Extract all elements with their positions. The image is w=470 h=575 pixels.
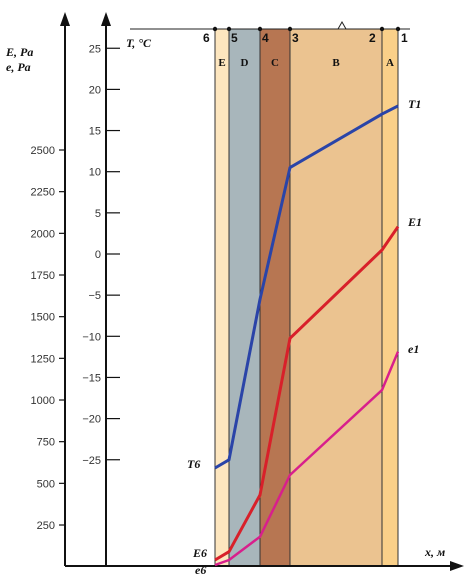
layer-c-label: C [271,57,279,69]
pressure-tick-label: 2250 [31,187,55,199]
layer-e-label: E [218,57,225,69]
temperature-tick-label: 15 [89,126,101,138]
pressure-axis-title-line2: e, Pa [6,60,31,74]
saturation-pressure-curve [214,225,400,562]
layer-a-label: A [386,57,394,69]
temperature-tick-label: −5 [88,290,101,302]
pressure-tick-label: 1250 [31,353,55,365]
boundary-number-5: 5 [231,31,238,45]
curve-label-t1: T1 [408,97,421,111]
boundary-number-6: 6 [203,31,210,45]
temperature-tick-label: −10 [82,331,101,343]
boundary-number-2: 2 [369,31,376,45]
temperature-tick-label: −20 [82,414,101,426]
curve-label-e6-saturation: E6 [192,546,207,560]
temperature-tick-label: 10 [89,167,101,179]
pressure-axis-title-line1: E, Pa [5,45,33,59]
vapour-pressure-curve [214,351,400,567]
pressure-tick-label: 1500 [31,312,55,324]
pressure-tick-label: 2500 [31,145,55,157]
temperature-curve [214,104,399,470]
top-boundary-line [130,20,410,30]
temperature-tick-label: −25 [82,455,101,467]
layer-d-band [228,28,261,567]
temperature-tick-label: 25 [89,43,101,55]
layer-b-band [289,28,383,567]
curve-label-e1-saturation: E1 [407,215,422,229]
pressure-tick-label: 1750 [31,270,55,282]
pressure-axis-arrow [60,12,70,26]
pressure-tick-label: 500 [37,478,55,490]
curve-label-e1-vapour: e1 [408,342,419,356]
temperature-tick-label: 20 [89,84,101,96]
pressure-ticks: 2500 2250 2000 1750 1500 1250 1000 750 500 250 [31,145,65,532]
pressure-tick-label: 2000 [31,228,55,240]
pressure-tick-label: 750 [37,437,55,449]
temperature-axis-arrow [101,12,111,26]
boundary-number-1: 1 [401,31,408,45]
layer-e-band [214,28,230,567]
temperature-ticks: 25 20 15 10 5 0 −5 −10 −15 −20 −25 [82,43,120,467]
x-axis-arrow [450,561,464,571]
curve-label-t6: T6 [187,457,200,471]
temperature-tick-label: −15 [82,372,101,384]
boundary-number-3: 3 [292,31,299,45]
layer-d-label: D [241,57,249,69]
temperature-tick-label: 0 [95,249,101,261]
pressure-tick-label: 250 [37,520,55,532]
temperature-tick-label: 5 [95,208,101,220]
temperature-axis-title: T, °C [126,36,152,50]
layer-b-label: B [332,57,340,69]
curve-label-e6-vapour: e6 [195,563,206,575]
pressure-tick-label: 1000 [31,395,55,407]
boundary-number-4: 4 [262,31,269,45]
x-axis-title: x, м [424,545,445,559]
boundary-dots [212,26,401,32]
